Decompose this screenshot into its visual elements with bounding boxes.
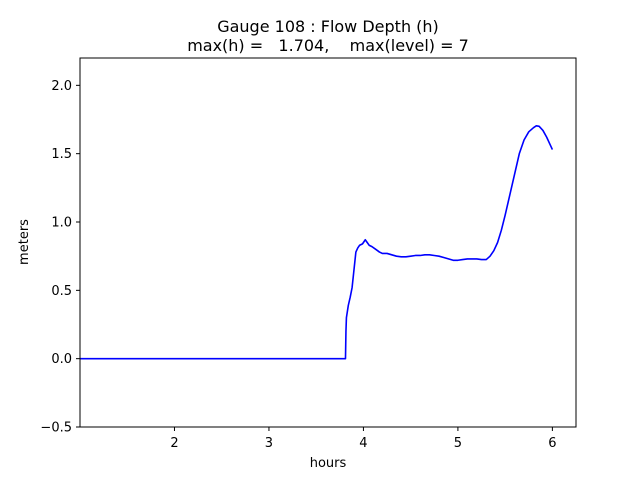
chart-title-line1: Gauge 108 : Flow Depth (h)	[217, 17, 439, 36]
x-axis-ticks: 2 3 4 5 6	[170, 427, 557, 451]
y-tick-label: 2.0	[51, 79, 72, 94]
x-tick-label: 2	[170, 436, 178, 451]
x-tick-label: 3	[265, 436, 273, 451]
chart-title-line2: max(h) = 1.704, max(level) = 7	[187, 36, 469, 55]
y-tick-label: 0.5	[51, 284, 72, 299]
series-line	[80, 124, 554, 360]
x-tick-label: 5	[454, 436, 462, 451]
plot-area	[80, 58, 576, 427]
y-axis-ticks: −0.5 0.0 0.5 1.0 1.5 2.0	[40, 79, 80, 436]
x-tick-label: 4	[359, 436, 367, 451]
y-axis-label: meters	[17, 219, 32, 265]
y-tick-label: −0.5	[40, 421, 72, 436]
series-layer	[80, 124, 554, 360]
y-tick-label: 1.0	[51, 216, 72, 231]
y-tick-label: 0.0	[51, 352, 72, 367]
plot-frame	[79, 57, 577, 428]
y-tick-label: 1.5	[51, 147, 72, 162]
x-tick-label: 6	[548, 436, 556, 451]
x-axis-label: hours	[310, 456, 347, 471]
